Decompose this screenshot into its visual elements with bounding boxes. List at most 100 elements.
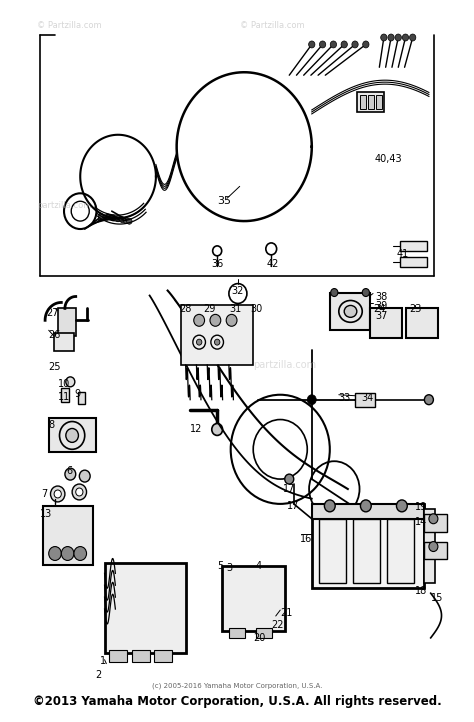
Bar (370, 308, 402, 338)
Text: 31: 31 (229, 305, 241, 315)
Bar (312, 504, 424, 519)
Bar (109, 650, 127, 661)
Circle shape (214, 339, 220, 345)
Bar (406, 308, 438, 338)
Bar (387, 519, 414, 583)
Bar (376, 95, 382, 109)
Bar (355, 393, 375, 406)
Bar (359, 95, 366, 109)
Circle shape (341, 41, 347, 48)
Circle shape (424, 395, 433, 404)
Circle shape (226, 314, 237, 326)
Circle shape (319, 41, 326, 48)
Circle shape (360, 500, 371, 512)
Circle shape (99, 214, 104, 219)
Text: (c) 2005-2016 Yamaha Motor Corporation, U.S.A.: (c) 2005-2016 Yamaha Motor Corporation, … (152, 682, 322, 689)
Text: 7: 7 (42, 489, 48, 499)
Text: 14: 14 (415, 517, 428, 527)
Text: 13: 13 (40, 509, 52, 519)
Bar (78, 392, 85, 404)
Circle shape (74, 547, 87, 560)
Text: 21: 21 (280, 608, 292, 618)
Circle shape (194, 314, 205, 326)
Circle shape (120, 217, 125, 222)
Text: 1: 1 (100, 656, 106, 666)
Bar (43, 506, 93, 565)
Text: 30: 30 (251, 305, 263, 315)
Text: 19: 19 (415, 502, 428, 512)
Circle shape (76, 488, 83, 496)
Circle shape (352, 41, 358, 48)
Text: 37: 37 (375, 311, 387, 321)
Circle shape (110, 215, 116, 221)
Circle shape (402, 34, 409, 41)
Circle shape (115, 216, 121, 222)
Text: 40,43: 40,43 (375, 154, 402, 164)
Circle shape (72, 484, 87, 500)
Text: 22: 22 (271, 620, 284, 630)
Text: © Partzilla.com: © Partzilla.com (37, 21, 101, 30)
Bar (400, 241, 427, 251)
Text: 16: 16 (300, 534, 312, 544)
Text: © Partzilla.com: © Partzilla.com (240, 21, 304, 30)
Text: 20: 20 (253, 633, 265, 643)
Circle shape (54, 490, 61, 498)
Text: 15: 15 (431, 593, 443, 603)
Text: 28: 28 (179, 305, 191, 315)
Bar (132, 650, 150, 661)
Bar (61, 388, 69, 401)
Bar (424, 509, 435, 583)
Text: 32: 32 (232, 286, 244, 295)
Circle shape (307, 395, 316, 404)
Text: 3: 3 (226, 563, 232, 573)
Bar (256, 628, 272, 638)
Text: 5: 5 (217, 562, 223, 571)
Bar (319, 519, 346, 583)
Text: 10: 10 (58, 379, 70, 389)
Bar (105, 563, 186, 653)
Circle shape (61, 547, 74, 560)
Circle shape (285, 474, 294, 484)
Bar (400, 257, 427, 266)
Circle shape (49, 547, 61, 560)
Bar (181, 305, 253, 365)
Circle shape (388, 34, 394, 41)
Text: 38: 38 (375, 292, 387, 302)
Bar (229, 628, 245, 638)
Text: 8: 8 (49, 419, 55, 430)
Bar (424, 542, 447, 560)
Circle shape (105, 214, 110, 220)
Text: 12: 12 (190, 424, 202, 433)
Circle shape (66, 428, 78, 443)
Text: 33: 33 (339, 393, 351, 403)
Text: 11: 11 (58, 392, 70, 401)
Text: 34: 34 (361, 393, 374, 403)
Text: partzilla.com: partzilla.com (37, 201, 91, 210)
Ellipse shape (344, 305, 357, 318)
Bar (353, 519, 380, 583)
Circle shape (381, 34, 387, 41)
Circle shape (127, 218, 132, 225)
Text: partzilla.com: partzilla.com (253, 360, 316, 370)
Circle shape (210, 314, 221, 326)
Circle shape (410, 34, 416, 41)
Circle shape (79, 470, 90, 482)
Text: ©2013 Yamaha Motor Corporation, U.S.A. All rights reserved.: ©2013 Yamaha Motor Corporation, U.S.A. A… (33, 695, 441, 708)
Text: 27: 27 (46, 308, 58, 318)
Circle shape (196, 339, 202, 345)
Circle shape (51, 486, 65, 502)
Text: 36: 36 (211, 258, 223, 269)
Text: 9: 9 (74, 388, 80, 399)
Bar (357, 92, 384, 112)
Circle shape (429, 542, 438, 552)
Bar (368, 95, 374, 109)
Bar (54, 334, 74, 351)
Text: 41: 41 (396, 249, 409, 259)
Bar (312, 504, 424, 588)
Bar (222, 566, 285, 631)
Circle shape (66, 377, 75, 387)
Text: 2: 2 (96, 669, 102, 679)
Bar (330, 292, 370, 330)
Text: 29: 29 (204, 305, 216, 315)
Bar (58, 308, 76, 336)
